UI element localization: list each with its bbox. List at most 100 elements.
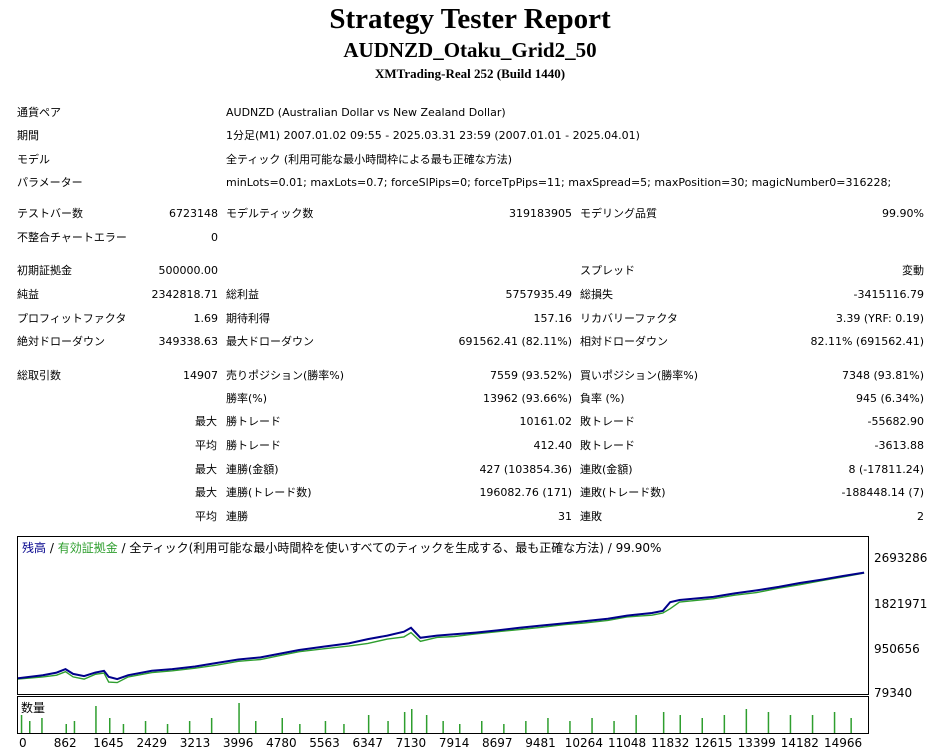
cons-win-money-label: 連勝(金額) xyxy=(226,463,279,476)
trades-label: 総取引数 xyxy=(17,369,61,382)
volume-bar xyxy=(442,721,444,733)
max-dd-value: 691562.41 (82.11%) xyxy=(458,335,572,348)
spread-label: スプレッド xyxy=(580,264,635,277)
legend-sep: / xyxy=(46,541,58,555)
gross-profit-value: 5757935.49 xyxy=(505,288,572,301)
volume-bar xyxy=(188,721,191,733)
y-tick-label: 79340 xyxy=(874,686,913,700)
volume-bar xyxy=(144,721,147,733)
expected-value: 157.16 xyxy=(533,312,573,325)
volume-bar xyxy=(459,724,461,733)
x-tick-label: 7130 xyxy=(395,736,427,750)
volume-bar xyxy=(833,712,836,733)
report-title: Strategy Tester Report xyxy=(329,3,611,35)
max-label-2: 最大 xyxy=(195,463,217,476)
lossrate-value: 945 (6.34%) xyxy=(855,392,924,405)
avg-cons-loss-label: 連敗 xyxy=(580,510,602,523)
volume-bar xyxy=(166,724,169,733)
volume-bar xyxy=(343,724,345,733)
settings-value-period: 1分足(M1) 2007.01.02 09:55 - 2025.03.31 23… xyxy=(226,129,640,142)
winrate-value: 13962 (93.66%) xyxy=(482,392,572,405)
pf-label: プロフィットファクタ xyxy=(17,312,127,325)
x-tick-label: 11832 xyxy=(651,736,690,750)
chart-legend: 残高 / 有効証拠金 / 全ティック(利用可能な最小時間枠を使いすべてのティック… xyxy=(22,539,661,556)
x-tick-label: 9481 xyxy=(525,736,556,750)
avg-label-2: 平均 xyxy=(195,510,217,523)
x-tick-label: 12615 xyxy=(694,736,733,750)
avg-label-1: 平均 xyxy=(195,439,217,452)
avg-loss-value: -3613.88 xyxy=(874,439,924,452)
abs-dd-label: 絶対ドローダウン xyxy=(17,335,105,348)
volume-bar xyxy=(425,715,428,733)
x-tick-label: 6347 xyxy=(352,736,383,750)
avg-win-value: 412.40 xyxy=(533,439,573,452)
volume-bar xyxy=(238,703,240,733)
mismatch-label: 不整合チャートエラー xyxy=(17,231,127,244)
volume-label: 数量 xyxy=(21,701,46,715)
volume-bar xyxy=(679,715,681,733)
settings-value-pair: AUDNZD (Australian Dollar vs New Zealand… xyxy=(226,106,506,119)
volume-bar xyxy=(635,715,637,733)
short-label: 売りポジション(勝率%) xyxy=(226,369,345,382)
recovery-value: 3.39 (YRF: 0.19) xyxy=(835,312,924,325)
volume-bar xyxy=(745,709,748,733)
gross-loss-label: 総損失 xyxy=(580,288,613,301)
settings-value-model: 全ティック (利用可能な最小時間枠による最も正確な方法) xyxy=(226,153,513,166)
x-tick-label: 5563 xyxy=(309,736,340,750)
max-win-value: 10161.02 xyxy=(519,415,573,428)
max-label-3: 最大 xyxy=(195,486,217,499)
volume-bar xyxy=(95,706,97,733)
x-tick-label: 0 xyxy=(19,736,27,750)
volume-bar xyxy=(41,718,43,733)
bars-value: 6723148 xyxy=(169,207,218,220)
equity-line xyxy=(18,572,865,684)
cons-loss-money-value: 8 (-17811.24) xyxy=(848,463,924,476)
x-tick-label: 1645 xyxy=(93,736,124,750)
volume-bar xyxy=(811,715,814,733)
volume-bar xyxy=(569,721,571,733)
volume-bar xyxy=(613,721,615,733)
abs-dd-value: 349338.63 xyxy=(158,335,219,348)
net-label: 純益 xyxy=(17,288,39,301)
ea-name: AUDNZD_Otaku_Grid2_50 xyxy=(343,38,597,62)
volume-bar xyxy=(299,724,301,733)
lossrate-label: 負率 (%) xyxy=(580,392,625,405)
volume-bar xyxy=(411,709,413,733)
cons-win-money-value: 427 (103854.36) xyxy=(479,463,572,476)
volume-bar xyxy=(767,712,770,733)
x-tick-label: 14966 xyxy=(823,736,863,750)
x-tick-label: 7914 xyxy=(438,736,470,750)
x-tick-label: 13399 xyxy=(737,736,776,750)
long-value: 7348 (93.81%) xyxy=(841,369,924,382)
bars-label: テストバー数 xyxy=(17,207,83,220)
rel-dd-label: 相対ドローダウン xyxy=(580,335,668,348)
avg-cons-win-value: 31 xyxy=(558,510,572,523)
settings-label-pair: 通貨ペア xyxy=(17,106,61,119)
volume-bar xyxy=(701,718,703,733)
pf-value: 1.69 xyxy=(193,312,219,325)
y-tick-label: 950656 xyxy=(874,642,920,656)
long-label: 買いポジション(勝率%) xyxy=(580,369,699,382)
legend-equity: 有効証拠金 xyxy=(57,541,118,555)
max-loss-label: 敗トレード xyxy=(580,415,635,428)
cons-loss-count-label: 連敗(トレード数) xyxy=(580,486,666,499)
x-tick-label: 3996 xyxy=(222,736,254,750)
x-tick-label: 3213 xyxy=(179,736,211,750)
avg-loss-label: 敗トレード xyxy=(580,439,635,452)
recovery-label: リカバリーファクタ xyxy=(580,312,678,325)
winrate-label: 勝率(%) xyxy=(226,392,268,405)
x-tick-label: 862 xyxy=(53,736,77,750)
ticks-value: 319183905 xyxy=(509,207,572,220)
settings-label-params: パラメーター xyxy=(17,176,83,189)
volume-bar xyxy=(503,724,505,733)
balance-line xyxy=(18,571,865,681)
server-info: XMTrading-Real 252 (Build 1440) xyxy=(374,66,566,81)
balance-chart: 残高 / 有効証拠金 / 全ティック(利用可能な最小時間枠を使いすべてのティック… xyxy=(17,536,869,695)
max-label-1: 最大 xyxy=(195,415,217,428)
volume-bar xyxy=(525,721,527,733)
ticks-label: モデルティック数 xyxy=(226,207,314,220)
deposit-label: 初期証拠金 xyxy=(17,264,72,277)
cons-loss-money-label: 連敗(金額) xyxy=(580,463,633,476)
quality-label: モデリング品質 xyxy=(580,207,657,220)
volume-bar xyxy=(547,718,549,733)
